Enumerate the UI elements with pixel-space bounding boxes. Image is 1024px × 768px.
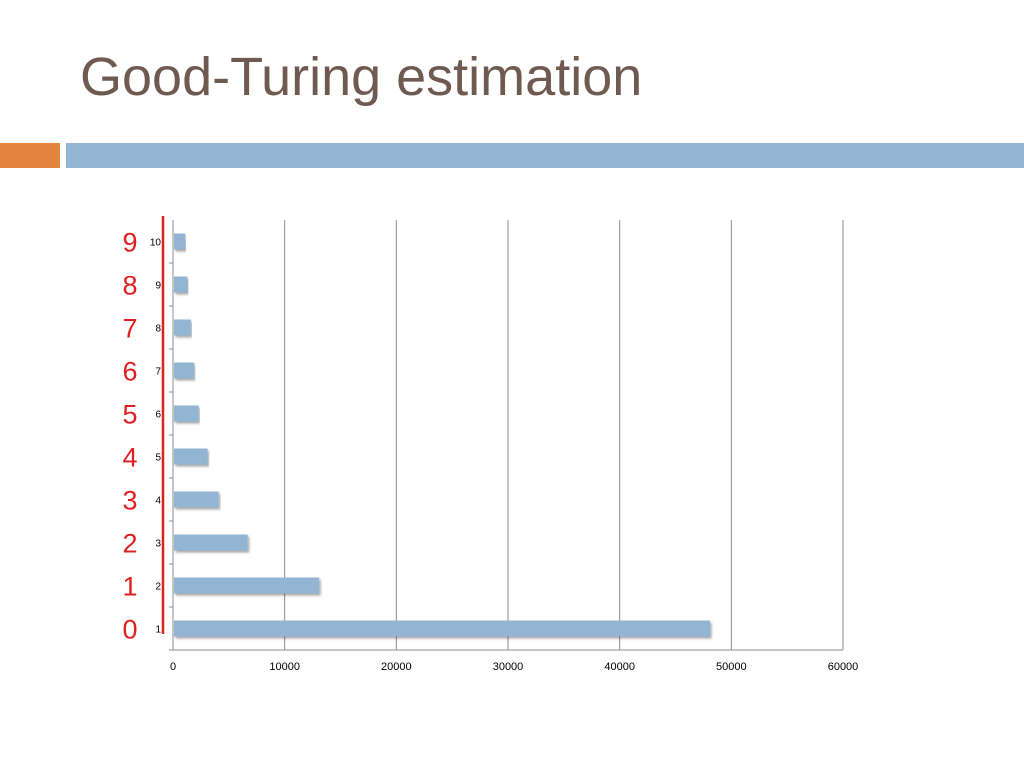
bar-category-5	[174, 448, 208, 465]
red-annotation-number: 3	[122, 486, 137, 516]
y-tick-label: 8	[155, 324, 161, 335]
x-tick-label: 10000	[269, 661, 300, 673]
title-accent-blue-bar	[66, 143, 1024, 168]
red-annotation-number: 9	[122, 228, 137, 258]
y-tick-label: 3	[155, 539, 161, 550]
x-tick-label: 50000	[716, 661, 747, 673]
bar-category-1	[174, 620, 710, 637]
red-annotation-number: 7	[122, 314, 137, 344]
y-tick-label: 4	[155, 496, 161, 507]
bar-category-8	[174, 319, 191, 336]
title-accent-orange-bar	[0, 143, 60, 168]
slide-title: Good-Turing estimation	[80, 47, 643, 107]
red-annotations: 0 1 2 3 4 5 6 7 8 9	[122, 216, 165, 645]
x-tick-label: 20000	[381, 661, 412, 673]
y-tick-label: 1	[155, 625, 161, 636]
y-tick-label: 2	[155, 582, 161, 593]
y-tick-label: 10	[150, 238, 162, 249]
red-annotation-number: 8	[122, 271, 137, 301]
x-tick-label: 30000	[493, 661, 524, 673]
chart-labels: 0 10000 20000 30000 40000 50000 60000 1 2 3 4 5 6 7 8 9…	[150, 238, 858, 674]
bar-category-10	[174, 233, 186, 250]
bar-category-9	[174, 276, 188, 293]
chart-bars	[174, 233, 710, 637]
x-tick-label: 40000	[604, 661, 635, 673]
chart-gridlines	[284, 220, 844, 650]
bar-category-3	[174, 534, 248, 551]
red-annotation-number: 1	[122, 572, 137, 602]
bar-category-7	[174, 362, 195, 379]
y-tick-label: 9	[155, 281, 161, 292]
red-annotation-number: 0	[122, 615, 137, 645]
red-annotation-number: 4	[122, 443, 137, 473]
chart-axes	[169, 220, 843, 651]
y-tick-label: 7	[155, 367, 161, 378]
red-annotation-number: 2	[122, 529, 137, 559]
red-annotation-number: 6	[122, 357, 137, 387]
bar-category-2	[174, 577, 320, 594]
y-tick-label: 6	[155, 410, 161, 421]
x-tick-label: 0	[170, 661, 176, 673]
bar-category-4	[174, 491, 219, 508]
y-tick-label: 5	[155, 453, 161, 464]
red-annotation-number: 5	[122, 400, 137, 430]
x-tick-label: 60000	[828, 661, 859, 673]
bar-category-6	[174, 405, 199, 422]
